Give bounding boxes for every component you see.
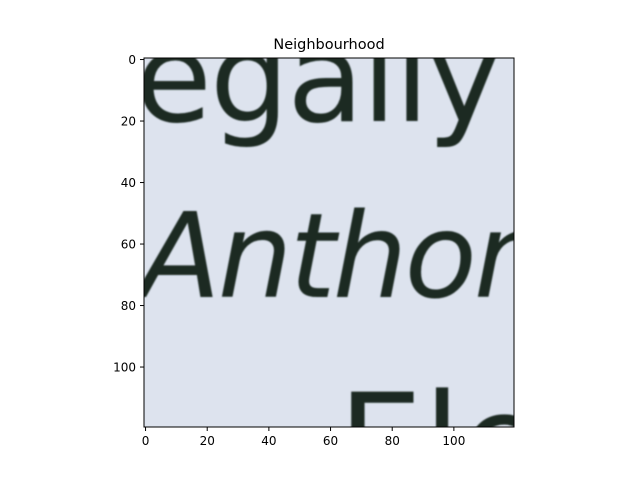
y-tick-label: 60 (121, 238, 136, 252)
x-tick-label: 20 (200, 434, 215, 448)
y-tick-label: 40 (121, 176, 136, 190)
chart-title: Neighbourhood (273, 37, 384, 53)
axes-frame (143, 57, 515, 428)
image-area: egally Anthony Ele (133, 6, 618, 480)
x-tick-label: 80 (385, 434, 400, 448)
x-tick-label: 40 (261, 434, 276, 448)
x-tick-label: 0 (142, 434, 150, 448)
y-tick-label: 20 (121, 115, 136, 129)
x-axis: 0 20 40 60 80 100 (142, 427, 465, 448)
y-axis: 0 20 40 60 80 100 (113, 53, 144, 375)
scanned-text-line-2: Anthony (133, 187, 618, 325)
y-tick-label: 0 (128, 53, 136, 67)
x-tick-label: 60 (323, 434, 338, 448)
y-tick-label: 100 (113, 361, 136, 375)
scanned-text-line-1: egally (135, 6, 499, 151)
y-tick-label: 80 (121, 299, 136, 313)
x-tick-label: 100 (442, 434, 465, 448)
paper-background (144, 58, 514, 427)
scanned-text-line-3: Ele (338, 365, 544, 480)
